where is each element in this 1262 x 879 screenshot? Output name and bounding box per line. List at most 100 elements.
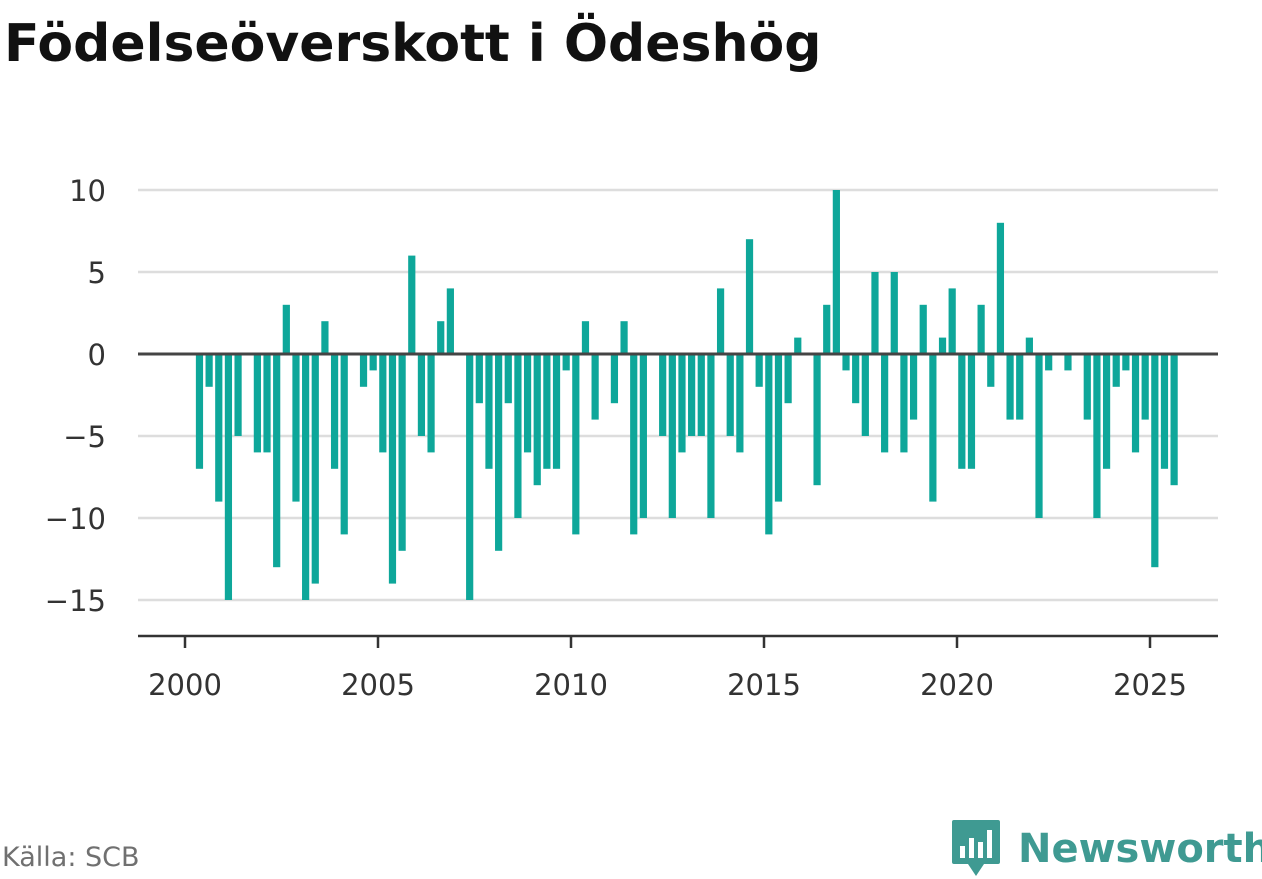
bar — [398, 354, 406, 551]
bar — [446, 288, 454, 354]
bar — [205, 354, 213, 387]
bar — [224, 354, 233, 600]
bar — [1160, 354, 1169, 469]
grid-lines — [138, 188, 1218, 602]
bar — [330, 354, 339, 469]
bars — [195, 190, 1178, 600]
brand-name: Newsworthy — [1018, 826, 1262, 872]
chart-title: Födelseöverskott i Ödeshög — [4, 14, 822, 74]
y-tick-label: −5 — [63, 420, 106, 454]
bar — [842, 354, 850, 371]
newsworthy-logo-icon — [952, 820, 1000, 876]
bar — [273, 354, 281, 568]
bar — [572, 354, 580, 535]
bar — [668, 354, 676, 518]
bar — [263, 354, 271, 453]
bar — [340, 354, 348, 535]
bar — [1016, 354, 1024, 420]
bar — [485, 354, 493, 469]
bar — [890, 272, 898, 354]
bar — [967, 354, 976, 469]
bar — [639, 354, 647, 518]
bar — [958, 354, 966, 469]
bar — [659, 354, 667, 436]
bar — [388, 354, 397, 584]
bar — [678, 354, 686, 453]
y-tick-label: −10 — [45, 502, 106, 536]
x-tick-label: 2000 — [148, 668, 222, 702]
bar — [707, 354, 715, 518]
bar — [900, 354, 908, 453]
bar — [716, 288, 725, 354]
bar — [929, 354, 937, 502]
bar — [475, 354, 483, 404]
bar — [562, 354, 570, 371]
bar — [234, 354, 242, 436]
bar — [427, 354, 435, 453]
bar — [1131, 354, 1140, 453]
bar — [1093, 354, 1101, 518]
bar — [1122, 354, 1130, 371]
bar — [1151, 354, 1159, 568]
bar — [495, 354, 503, 551]
bar — [1064, 354, 1072, 371]
bar — [745, 239, 754, 354]
bar — [533, 354, 541, 486]
y-tick-label: 5 — [88, 256, 106, 290]
bar — [610, 354, 619, 404]
x-tick-label: 2025 — [1113, 668, 1187, 702]
bar — [379, 354, 387, 453]
bar — [514, 354, 522, 518]
bar-chart: 10 5 0 −5 −10 −15 2000 2005 2010 2015 2020 2025 — [45, 174, 1218, 702]
axes — [138, 352, 1218, 648]
bar — [987, 354, 995, 387]
bar — [765, 354, 773, 535]
bar — [581, 321, 590, 354]
bar — [195, 354, 204, 469]
bar — [369, 354, 377, 371]
bar — [784, 354, 792, 404]
bar — [755, 354, 763, 387]
y-tick-label: −15 — [45, 584, 106, 618]
bar — [938, 337, 947, 354]
bar — [919, 304, 927, 354]
bar — [302, 354, 310, 600]
bar — [1035, 354, 1043, 518]
bar — [215, 354, 223, 502]
bar — [697, 354, 705, 436]
bar — [881, 354, 889, 453]
bar — [311, 354, 319, 584]
bar — [543, 354, 551, 469]
x-tick-label: 2005 — [341, 668, 415, 702]
x-tick-label: 2020 — [920, 668, 994, 702]
y-tick-label: 10 — [69, 174, 106, 208]
bar — [909, 354, 918, 420]
bar — [359, 354, 368, 387]
bar — [948, 288, 956, 354]
bar — [823, 304, 831, 354]
y-tick-label: 0 — [88, 338, 106, 372]
bar — [736, 354, 744, 453]
bar — [591, 354, 599, 420]
bar — [620, 321, 628, 354]
bar — [996, 222, 1005, 354]
bar — [774, 354, 783, 502]
bar — [813, 354, 821, 486]
bar — [417, 354, 426, 436]
bar — [253, 354, 261, 453]
bar — [1141, 354, 1149, 420]
bar — [861, 354, 869, 436]
bar — [832, 190, 840, 354]
bar — [504, 354, 512, 404]
bar — [726, 354, 734, 436]
bar — [292, 354, 300, 502]
bar — [630, 354, 638, 535]
bar — [1170, 354, 1178, 486]
bar — [871, 272, 879, 354]
bar — [1112, 354, 1120, 387]
bar — [1102, 354, 1111, 469]
bar — [1083, 354, 1091, 420]
bar — [1025, 337, 1033, 354]
brand-logo: Newsworthy — [950, 818, 1262, 879]
bar — [852, 354, 860, 404]
